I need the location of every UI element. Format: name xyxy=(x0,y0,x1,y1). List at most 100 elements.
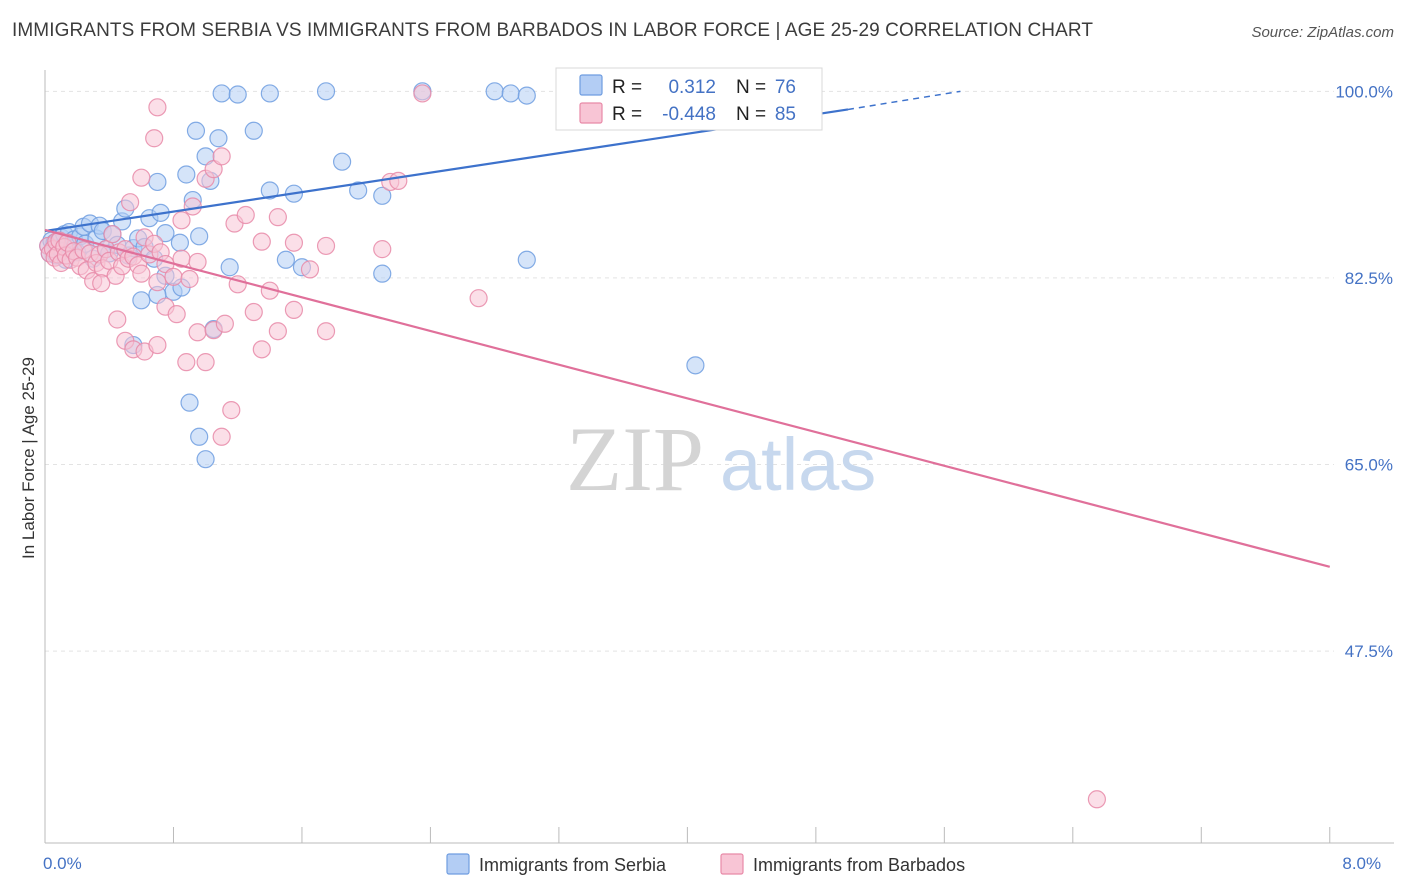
data-point xyxy=(316,322,336,341)
source-credit: Source: ZipAtlas.com xyxy=(1251,24,1394,41)
watermark-atlas: atlas xyxy=(720,423,876,506)
stats-r-label-barbados: R = xyxy=(612,104,642,125)
data-point xyxy=(413,84,432,103)
data-point xyxy=(212,427,231,446)
data-point xyxy=(260,84,279,103)
data-point xyxy=(167,305,186,324)
data-point xyxy=(517,250,536,269)
data-point xyxy=(268,322,287,341)
data-point xyxy=(389,171,408,190)
data-point xyxy=(284,233,304,252)
data-point xyxy=(145,129,164,148)
data-point xyxy=(172,211,191,230)
data-point xyxy=(148,98,167,117)
data-point xyxy=(222,401,241,420)
data-point xyxy=(333,152,352,171)
data-point xyxy=(188,323,207,342)
watermark: ZIP atlas xyxy=(566,408,876,510)
data-point xyxy=(276,250,295,269)
data-point xyxy=(132,291,151,310)
data-point xyxy=(190,427,209,446)
trend-line-serbia-extension xyxy=(847,90,961,111)
data-point xyxy=(103,225,122,244)
data-point xyxy=(686,356,705,375)
data-point xyxy=(469,289,488,308)
x-tick-label: 8.0% xyxy=(1342,854,1381,873)
data-point xyxy=(148,273,167,292)
stats-n-value-barbados: 85 xyxy=(775,104,796,125)
data-point xyxy=(244,121,263,140)
data-point xyxy=(300,260,320,279)
data-point xyxy=(209,129,228,148)
stats-swatch-serbia xyxy=(579,74,603,96)
data-point xyxy=(252,340,271,359)
data-point xyxy=(215,314,234,333)
legend-label-barbados: Immigrants from Barbados xyxy=(753,855,965,875)
data-point xyxy=(236,205,255,225)
y-tick-label: 65.0% xyxy=(1345,455,1393,474)
stats-r-value-barbados: -0.448 xyxy=(662,104,716,125)
data-point xyxy=(196,450,215,469)
data-point xyxy=(180,393,199,412)
data-point xyxy=(186,121,206,140)
data-point xyxy=(121,193,140,212)
data-point xyxy=(177,353,196,372)
data-point xyxy=(212,147,231,166)
data-point xyxy=(349,181,368,200)
data-point xyxy=(228,85,247,104)
series-barbados-points xyxy=(39,84,1106,809)
watermark-zip: ZIP xyxy=(566,408,704,510)
data-point xyxy=(260,181,279,200)
data-point xyxy=(170,233,189,252)
data-point xyxy=(373,240,392,259)
data-point xyxy=(148,172,167,192)
gridlines: 100.0% 82.5% 65.0% 47.5% xyxy=(45,82,1393,661)
data-point xyxy=(268,208,287,227)
axes: 0.0% 8.0% xyxy=(43,70,1394,873)
stats-r-value-serbia: 0.312 xyxy=(668,77,716,98)
y-tick-label: 82.5% xyxy=(1345,269,1393,288)
data-point xyxy=(501,84,520,103)
legend-swatch-barbados xyxy=(720,853,744,875)
stats-box: R = 0.312 N = 76 R = -0.448 N = 85 xyxy=(555,67,823,131)
stats-swatch-barbados xyxy=(579,102,603,124)
data-point xyxy=(284,300,304,319)
data-point xyxy=(517,86,536,105)
data-point xyxy=(316,82,336,101)
data-point xyxy=(148,335,167,355)
data-point xyxy=(183,197,202,216)
stats-n-value-serbia: 76 xyxy=(775,77,796,98)
data-point xyxy=(316,236,336,256)
legend: Immigrants from Serbia Immigrants from B… xyxy=(446,853,965,875)
trend-line-barbados xyxy=(44,228,1331,568)
data-point xyxy=(204,160,223,179)
data-point xyxy=(190,227,209,246)
stats-r-label-serbia: R = xyxy=(612,77,642,98)
stats-n-label-serbia: N = xyxy=(736,77,766,98)
legend-swatch-serbia xyxy=(446,853,470,875)
y-tick-label: 100.0% xyxy=(1335,82,1393,101)
data-point xyxy=(373,264,392,283)
data-point xyxy=(212,84,231,103)
data-point xyxy=(180,269,199,289)
data-point xyxy=(132,168,151,187)
data-point xyxy=(92,274,111,293)
data-point xyxy=(373,186,392,205)
x-tick-label: 0.0% xyxy=(43,854,82,873)
legend-label-serbia: Immigrants from Serbia xyxy=(479,855,667,875)
data-point xyxy=(244,302,263,322)
chart-title: IMMIGRANTS FROM SERBIA VS IMMIGRANTS FRO… xyxy=(12,20,1094,41)
stats-n-label-barbados: N = xyxy=(736,104,766,125)
data-point xyxy=(132,264,151,283)
data-point xyxy=(108,310,127,329)
data-point xyxy=(485,82,504,101)
y-axis-label: In Labor Force | Age 25-29 xyxy=(19,357,38,559)
data-point xyxy=(196,353,215,372)
data-point xyxy=(164,267,183,286)
data-point xyxy=(252,232,271,251)
data-point xyxy=(156,224,175,243)
data-point xyxy=(1087,790,1106,809)
data-point xyxy=(220,258,239,277)
data-point xyxy=(177,165,196,184)
